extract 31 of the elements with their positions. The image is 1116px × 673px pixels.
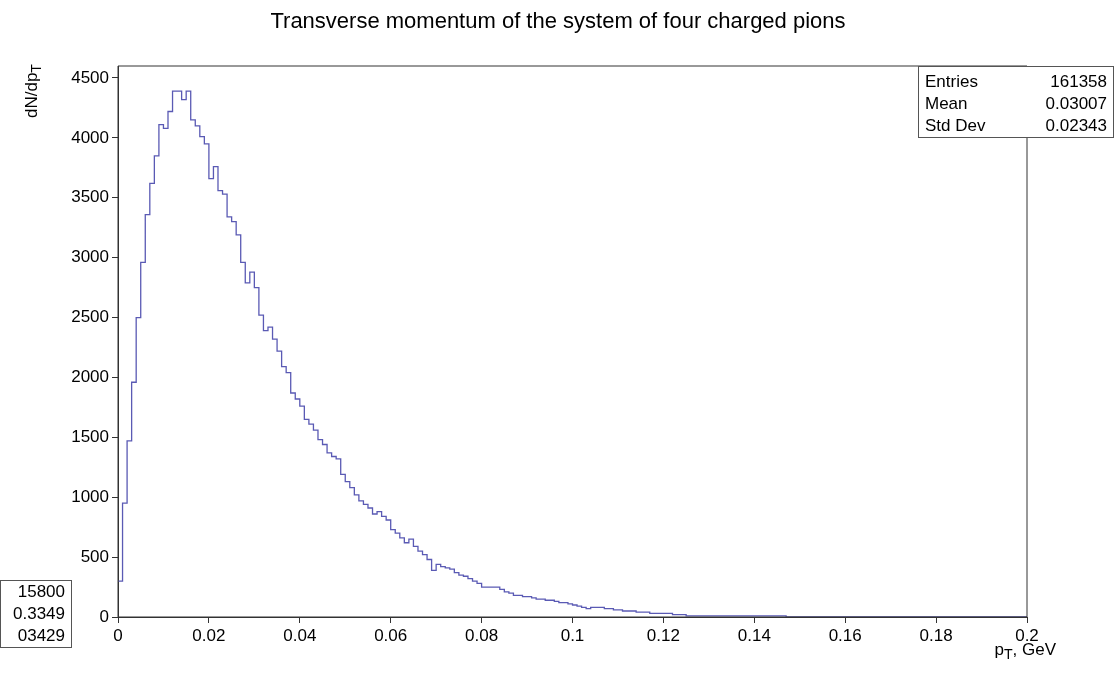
x-tick-label: 0 <box>113 625 123 645</box>
y-tick-label: 1500 <box>71 427 109 447</box>
annotation: Std Dev <box>925 115 986 137</box>
text: 0.02343 <box>1045 115 1107 137</box>
y-tick-label: 3500 <box>71 187 109 207</box>
x-tick-label: 0.08 <box>465 625 499 645</box>
y-tick-label: 3000 <box>71 247 109 267</box>
text: 03429 <box>16 625 66 647</box>
x-tick-label: 0.16 <box>828 625 862 645</box>
chart-title: Transverse momentum of the system of four charged pions <box>269 8 847 34</box>
x-tick-label: 0.12 <box>646 625 680 645</box>
y-tick-label: 2500 <box>71 307 109 327</box>
y-tick-label: 0 <box>99 606 109 626</box>
text: 0.03007 <box>1045 93 1107 115</box>
y-tick-label: 4000 <box>71 127 109 147</box>
y-tick-label: 2000 <box>71 367 109 387</box>
x-tick-label: 0.18 <box>919 625 953 645</box>
x-tick-label: 0.04 <box>283 625 317 645</box>
x-tick-label: 0.02 <box>192 625 226 645</box>
y-tick-label: 500 <box>80 546 109 566</box>
annotation: Entries <box>925 71 978 93</box>
y-tick-label: 4500 <box>71 67 109 87</box>
text: 0.3349 <box>12 603 66 625</box>
annotation: Mean <box>925 93 968 115</box>
x-tick-label: 0.14 <box>737 625 771 645</box>
text: 15800 <box>16 581 66 603</box>
x-axis-title: p$_{T}$, GeV <box>994 640 1056 663</box>
x-tick-label: 0.06 <box>374 625 408 645</box>
y-tick-label: 1000 <box>71 486 109 506</box>
text: 161358 <box>1050 71 1107 93</box>
x-tick-label: 0.1 <box>560 625 585 645</box>
